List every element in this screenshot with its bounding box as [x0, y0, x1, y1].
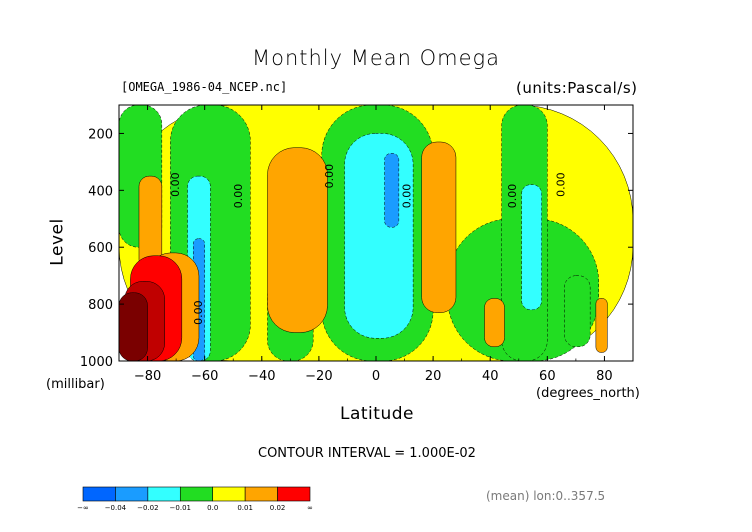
- y-tick-label-0: 200: [88, 127, 113, 142]
- y-tick-label-3: 800: [88, 298, 113, 313]
- colorbar: −∞ −0.04 −0.02 −0.01 0.0 0.01 0.02 ∞: [77, 486, 313, 512]
- units-label: (units:Pascal/s): [516, 79, 638, 97]
- contour-label-4: 0.00: [506, 184, 519, 209]
- file-label: [OMEGA_1986-04_NCEP.nc]: [121, 80, 288, 94]
- colorbar-label-6: 0.02: [270, 504, 286, 512]
- colorbar-bin-5: [244, 486, 278, 502]
- x-axis-units: (degrees_north): [536, 386, 640, 401]
- y-tick-label-4: 1000: [80, 355, 113, 370]
- colorbar-label-3: −0.01: [170, 504, 191, 512]
- colorbar-label-1: −0.04: [105, 504, 127, 512]
- x-axis-label: Latitude: [340, 404, 414, 424]
- contour-field-10: [521, 184, 542, 311]
- x-tick-label-4: 0: [372, 369, 380, 384]
- colorbar-label-0: −∞: [77, 504, 89, 512]
- colorbar-label-2: −0.02: [137, 504, 158, 512]
- y-tick-label-2: 600: [88, 241, 113, 256]
- contour-field-18: [595, 298, 608, 353]
- x-tick-label-8: 80: [596, 369, 613, 384]
- x-tick-label-5: 20: [425, 369, 442, 384]
- colorbar-label-4: 0.0: [207, 504, 218, 512]
- contour-field-7: [564, 275, 591, 348]
- contour-label-0: 0.00: [169, 172, 182, 197]
- colorbar-bin-0: [82, 486, 116, 502]
- x-tick-label-1: −60: [191, 369, 218, 384]
- chart-title: Monthly Mean Omega: [251, 46, 501, 70]
- y-axis-units: (millibar): [46, 377, 105, 392]
- contour-label-1: 0.00: [232, 184, 245, 209]
- contour-field-9: [344, 133, 414, 339]
- contour-fields: [119, 105, 633, 361]
- x-tick-label-0: −80: [134, 369, 161, 384]
- colorbar-label-5: 0.01: [237, 504, 253, 512]
- contour-field-15: [421, 141, 457, 313]
- contour-label-5: 0.00: [554, 172, 567, 197]
- colorbar-label-7: ∞: [307, 504, 313, 512]
- contour-field-14: [267, 147, 328, 333]
- contour-label-3: 0.00: [400, 184, 413, 209]
- contour-label-6: 0.00: [192, 300, 205, 325]
- contour-label-2: 0.00: [323, 164, 336, 189]
- mean-note: (mean) lon:0..357.5: [486, 489, 606, 503]
- y-tick-label-1: 400: [88, 184, 113, 199]
- contour-field-21: [119, 292, 148, 361]
- colorbar-bin-6: [277, 486, 311, 502]
- axes: −80 −60 −40 −20 0 20 40 60 80 200 400 600 800 1000: [80, 105, 634, 384]
- contour-interval-label: CONTOUR INTERVAL = 1.000E-02: [258, 446, 476, 461]
- x-tick-label-7: 60: [539, 369, 556, 384]
- colorbar-bin-2: [147, 486, 181, 502]
- x-tick-label-2: −40: [248, 369, 275, 384]
- colorbar-bin-4: [212, 486, 246, 502]
- contour-field-17: [484, 298, 505, 348]
- contour-field-12: [384, 153, 400, 228]
- colorbar-bin-3: [179, 486, 214, 502]
- x-tick-label-3: −20: [305, 369, 332, 384]
- x-tick-label-6: 40: [482, 369, 499, 384]
- contour-labels: 0.00 0.00 0.00 0.00 0.00 0.00 0.00: [169, 164, 568, 325]
- colorbar-bin-1: [115, 486, 149, 502]
